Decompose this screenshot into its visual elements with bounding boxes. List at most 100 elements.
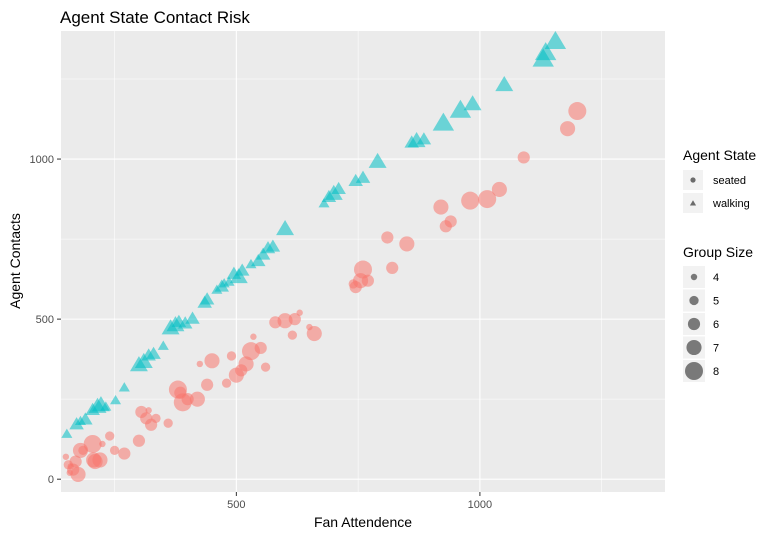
point-seated	[118, 447, 131, 460]
point-seated	[444, 215, 457, 228]
point-seated	[145, 407, 152, 414]
point-walking	[177, 316, 193, 329]
legend-size-key-icon	[690, 273, 698, 281]
chart-title: Agent State Contact Risk	[60, 8, 250, 27]
point-walking	[331, 181, 346, 195]
y-tick-label: 500	[36, 314, 54, 326]
point-seated	[287, 330, 298, 340]
point-seated	[568, 102, 587, 121]
point-seated	[478, 190, 497, 209]
point-seated	[354, 260, 372, 279]
y-tick-label: 0	[48, 474, 54, 486]
point-walking	[146, 346, 161, 359]
point-walking	[118, 382, 130, 392]
point-walking	[199, 292, 215, 305]
point-walking	[368, 152, 387, 168]
point-seated	[69, 455, 82, 468]
point-seated	[560, 121, 576, 137]
point-seated	[433, 199, 449, 215]
point-walking	[416, 132, 432, 145]
point-walking	[449, 99, 472, 118]
series-seated	[62, 102, 587, 482]
legend-size-key-icon	[686, 339, 702, 356]
point-seated	[517, 151, 530, 164]
series-walking	[61, 30, 567, 438]
point-seated	[288, 313, 301, 326]
point-seated	[381, 231, 394, 244]
point-seated	[196, 360, 204, 368]
point-walking	[495, 75, 514, 92]
point-seated	[361, 274, 374, 287]
point-walking	[265, 239, 281, 252]
point-walking	[348, 173, 363, 187]
legend-group-size-entries: 4 5 6 7 8	[683, 266, 719, 382]
axis-ticks: 500 1000 0 500 1000	[30, 154, 493, 511]
point-seated	[201, 378, 214, 391]
point-seated	[296, 309, 303, 316]
point-seated	[109, 445, 120, 456]
point-seated	[83, 434, 102, 453]
point-walking	[544, 30, 567, 49]
legend-size-key-icon	[685, 362, 703, 380]
point-seated	[221, 378, 232, 388]
point-seated	[461, 191, 480, 210]
point-seated	[260, 362, 271, 372]
point-seated	[105, 431, 115, 441]
legend-label-size: 7	[713, 343, 719, 355]
point-seated	[62, 453, 70, 460]
point-seated	[399, 236, 415, 252]
point-walking	[534, 42, 557, 61]
point-seated	[491, 181, 507, 198]
point-seated	[226, 351, 237, 361]
legend: Agent State seated walking Group Size 4 5 6…	[683, 147, 756, 382]
x-axis-title: Fan Attendence	[314, 514, 412, 530]
point-walking	[100, 401, 112, 411]
point-seated	[277, 313, 293, 329]
legend-size-key-icon	[689, 295, 699, 306]
legend-agent-state-entries: seated walking	[683, 170, 750, 213]
point-walking	[255, 247, 271, 260]
point-walking	[223, 276, 235, 286]
legend-key-seated-icon	[690, 177, 696, 183]
point-seated	[99, 440, 106, 448]
point-walking	[110, 394, 122, 405]
legend-label-size: 8	[713, 366, 719, 378]
point-walking	[432, 112, 455, 131]
legend-label-size: 6	[713, 319, 719, 331]
point-walking	[157, 340, 169, 350]
grid-lines	[61, 31, 665, 492]
y-tick-label: 1000	[30, 154, 54, 166]
legend-title-agent-state: Agent State	[683, 147, 756, 163]
x-tick-label: 1000	[468, 499, 492, 511]
point-walking	[234, 263, 250, 276]
x-tick-label: 500	[227, 499, 245, 511]
legend-label-walking: walking	[712, 198, 750, 210]
point-seated	[151, 413, 161, 424]
point-seated	[386, 261, 399, 275]
y-axis-title: Agent Contacts	[7, 213, 23, 309]
point-seated	[132, 434, 146, 447]
legend-title-group-size: Group Size	[683, 244, 753, 260]
point-seated	[250, 333, 257, 340]
point-walking	[276, 220, 295, 236]
point-walking	[185, 311, 200, 324]
legend-size-key-icon	[687, 317, 701, 331]
point-seated	[92, 452, 108, 468]
point-seated	[70, 466, 86, 482]
legend-label-size: 4	[713, 272, 719, 284]
point-walking	[61, 428, 73, 438]
point-walking	[78, 412, 93, 425]
point-seated	[254, 341, 267, 355]
point-seated	[189, 391, 205, 407]
point-walking	[318, 198, 330, 208]
point-seated	[204, 353, 220, 369]
point-walking	[463, 95, 482, 111]
legend-label-seated: seated	[713, 175, 746, 187]
legend-key-walking-icon	[689, 200, 697, 206]
point-seated	[238, 356, 254, 372]
point-seated	[163, 418, 173, 428]
point-seated	[306, 325, 322, 342]
point-walking	[251, 253, 266, 267]
point-walking	[355, 170, 371, 183]
